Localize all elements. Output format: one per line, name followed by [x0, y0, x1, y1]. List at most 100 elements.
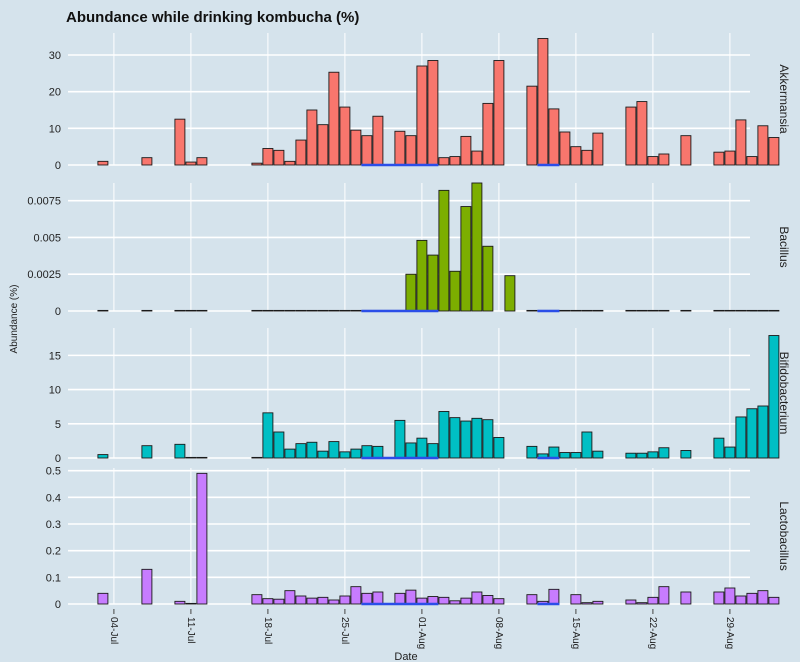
- bar: [735, 309, 747, 312]
- bar: [394, 419, 406, 459]
- bar: [185, 602, 197, 605]
- bar: [262, 148, 274, 166]
- bar: [174, 118, 186, 166]
- x-tick-label: 22-Aug: [647, 617, 658, 649]
- bar: [306, 597, 318, 605]
- bar: [581, 431, 593, 459]
- bar: [405, 273, 417, 312]
- bar: [537, 38, 549, 166]
- bar: [449, 156, 461, 166]
- panels: 0 10 20 30 Akkermansia 0 0.0025 0.005 0.0075 Baci…: [27, 33, 791, 611]
- y-tick-label: 0.3: [46, 519, 61, 531]
- y-tick-label: 0.5: [46, 466, 61, 478]
- bar: [427, 254, 439, 312]
- bar: [471, 182, 483, 312]
- bar: [438, 411, 450, 459]
- bar: [482, 102, 494, 166]
- bar: [713, 309, 725, 312]
- y-tick-label: 30: [49, 50, 61, 62]
- bar: [449, 600, 461, 605]
- bar: [493, 60, 505, 166]
- x-tick-label: 04-Jul: [108, 617, 119, 644]
- bar: [636, 602, 648, 605]
- bar: [438, 157, 450, 166]
- bar: [273, 149, 285, 166]
- bar: [757, 590, 769, 605]
- bar: [427, 60, 439, 166]
- facet-label: Akkermansia: [777, 64, 791, 134]
- bar: [174, 443, 186, 459]
- bar: [339, 309, 351, 312]
- bar: [482, 595, 494, 605]
- panel-bacillus: 0 0.0025 0.005 0.0075 Bacillus: [27, 182, 791, 318]
- bar: [328, 599, 340, 605]
- bar: [350, 448, 362, 459]
- facet-label: Bifidobacterium: [777, 352, 791, 435]
- bar: [548, 108, 560, 166]
- bar: [647, 156, 659, 166]
- bar: [262, 598, 274, 605]
- bar: [416, 239, 428, 312]
- bar: [471, 150, 483, 166]
- bar: [97, 160, 109, 166]
- bar: [97, 454, 109, 459]
- bar: [746, 156, 758, 166]
- bar: [141, 568, 153, 605]
- bar: [581, 602, 593, 605]
- bar: [493, 598, 505, 605]
- bar: [592, 132, 604, 166]
- bar: [372, 591, 384, 605]
- bar: [647, 309, 659, 312]
- x-tick-label: 01-Aug: [416, 617, 427, 649]
- bar: [350, 309, 362, 312]
- y-tick-label: 0.005: [33, 232, 61, 244]
- bar: [361, 135, 373, 166]
- bar: [735, 595, 747, 605]
- bar: [339, 106, 351, 166]
- bar: [625, 599, 637, 605]
- bar: [581, 149, 593, 166]
- bar: [735, 119, 747, 166]
- bar: [416, 65, 428, 166]
- bar: [284, 160, 296, 166]
- x-tick-label: 15-Aug: [570, 617, 581, 649]
- bar: [636, 309, 648, 312]
- chart-title: Abundance while drinking kombucha (%): [66, 9, 359, 26]
- bar: [196, 456, 208, 459]
- bar: [724, 309, 736, 312]
- bar: [570, 146, 582, 166]
- bar: [317, 124, 329, 166]
- bar: [427, 443, 439, 459]
- y-tick-label: 0: [55, 453, 61, 465]
- bar: [570, 594, 582, 605]
- bar: [317, 309, 329, 312]
- bar: [526, 445, 538, 459]
- bar: [295, 595, 307, 605]
- bar: [636, 101, 648, 166]
- bar: [174, 309, 186, 312]
- bar: [680, 450, 692, 459]
- bar: [592, 600, 604, 605]
- x-tick-label: 18-Jul: [262, 617, 273, 644]
- bar: [273, 598, 285, 605]
- bar: [658, 309, 670, 312]
- bar: [658, 153, 670, 166]
- bar: [482, 419, 494, 459]
- bar: [449, 417, 461, 459]
- bar: [405, 589, 417, 605]
- bar: [592, 450, 604, 459]
- x-axis-label: Date: [394, 651, 417, 662]
- bar: [526, 85, 538, 166]
- bar: [768, 596, 780, 605]
- bar: [548, 588, 560, 605]
- bar: [768, 137, 780, 166]
- bar: [658, 447, 670, 459]
- bar: [680, 309, 692, 312]
- bar: [416, 437, 428, 459]
- y-tick-label: 0: [55, 160, 61, 172]
- y-tick-label: 5: [55, 419, 61, 431]
- facet-label: Lactobacillus: [777, 501, 791, 570]
- bar: [460, 135, 472, 166]
- bar: [328, 309, 340, 312]
- bar: [97, 309, 109, 312]
